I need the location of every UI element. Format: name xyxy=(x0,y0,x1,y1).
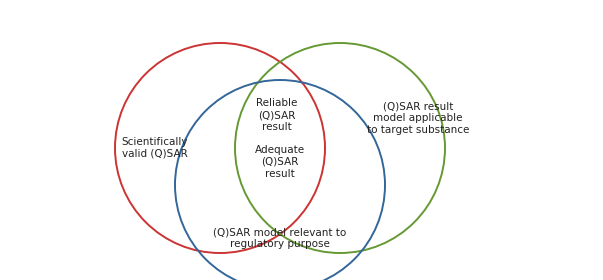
Text: Reliable
(Q)SAR
result: Reliable (Q)SAR result xyxy=(256,98,298,132)
Text: Scientifically
valid (Q)SAR: Scientifically valid (Q)SAR xyxy=(122,137,188,159)
Text: Adequate
(Q)SAR
result: Adequate (Q)SAR result xyxy=(255,145,305,179)
Text: (Q)SAR result
model applicable
to target substance: (Q)SAR result model applicable to target… xyxy=(367,101,469,135)
Text: (Q)SAR model relevant to
regulatory purpose: (Q)SAR model relevant to regulatory purp… xyxy=(213,227,347,249)
